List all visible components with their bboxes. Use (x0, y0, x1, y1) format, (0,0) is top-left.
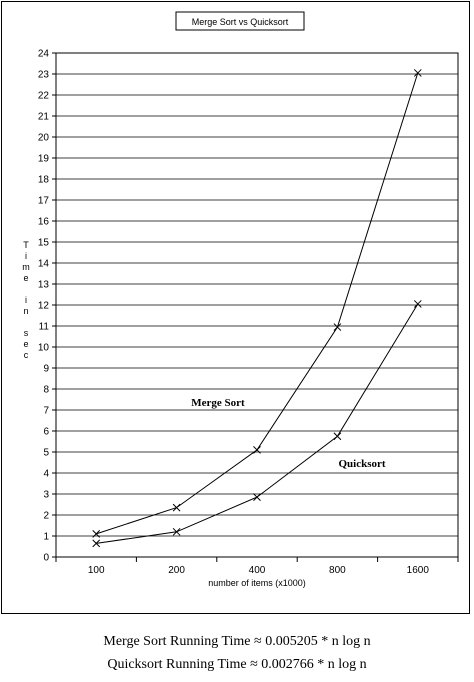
y-axis-label-char: c (24, 350, 29, 360)
y-tick-label: 10 (38, 343, 50, 354)
y-tick-label: 15 (38, 238, 50, 249)
y-tick-label: 18 (38, 175, 50, 186)
y-axis-label-char: i (25, 251, 27, 261)
y-tick-label: 21 (38, 112, 50, 123)
y-tick-label: 2 (43, 511, 49, 522)
title-box (175, 11, 305, 31)
data-point-marker (413, 300, 422, 308)
series-label: Merge Sort (191, 397, 245, 409)
x-tick-label: 200 (168, 565, 185, 576)
y-tick-label: 9 (43, 364, 49, 375)
y-tick-label: 24 (38, 49, 50, 60)
data-point-marker (413, 69, 422, 77)
y-tick-label: 7 (43, 406, 49, 417)
data-point-marker (92, 530, 101, 538)
data-point-marker (172, 527, 181, 536)
y-axis-label-char: i (25, 295, 27, 305)
y-tick-label: 1 (43, 532, 49, 543)
data-point-marker (333, 432, 342, 441)
y-axis-label-char: s (24, 328, 29, 338)
x-tick-label: 400 (249, 565, 266, 576)
x-tick-label: 100 (88, 565, 105, 576)
y-tick-label: 14 (38, 259, 50, 270)
x-axis-label: number of items (x1000) (208, 578, 306, 588)
y-axis-label-char: T (23, 240, 29, 250)
chart-frame (1, 1, 470, 614)
quicksort-formula: Quicksort Running Time ≈ 0.002766 * n lo… (107, 657, 367, 672)
y-tick-label: 22 (38, 91, 50, 102)
chart-title: Merge Sort vs Quicksort (192, 17, 289, 27)
x-tick-label: 800 (329, 565, 346, 576)
y-tick-label: 19 (38, 154, 50, 165)
y-tick-label: 5 (43, 448, 49, 459)
y-axis-label-char: m (22, 262, 30, 272)
x-tick-label: 1600 (407, 565, 430, 576)
y-tick-label: 16 (38, 217, 50, 228)
y-axis-label-char: e (23, 339, 28, 349)
y-tick-label: 4 (43, 469, 49, 480)
chart: 0123456789101112131415161718192021222324… (22, 11, 459, 588)
merge-sort-formula: Merge Sort Running Time ≈ 0.005205 * n l… (103, 634, 371, 649)
y-tick-label: 8 (43, 385, 49, 396)
series-line (96, 303, 419, 544)
y-tick-label: 6 (43, 427, 49, 438)
y-tick-label: 0 (43, 553, 49, 564)
data-point-marker (253, 446, 261, 454)
y-tick-label: 11 (39, 322, 50, 333)
y-tick-label: 17 (38, 196, 50, 207)
y-tick-label: 12 (38, 301, 50, 312)
y-tick-label: 3 (43, 490, 49, 501)
data-point-marker (92, 539, 101, 548)
y-axis-label-char: e (23, 273, 28, 283)
data-point-marker (253, 493, 261, 502)
y-tick-label: 20 (38, 133, 50, 144)
data-point-marker (172, 503, 181, 512)
data-point-marker (333, 323, 342, 331)
y-tick-label: 23 (38, 70, 50, 81)
y-axis-label-char: n (23, 306, 28, 316)
y-tick-label: 13 (38, 280, 50, 291)
series-label: Quicksort (338, 458, 385, 470)
